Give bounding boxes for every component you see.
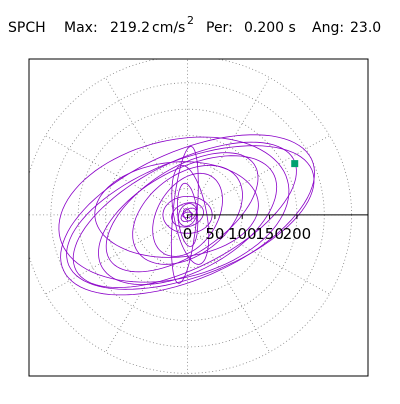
- x-tick-label-100: 100: [228, 225, 257, 243]
- x-tick-label-150: 150: [255, 225, 284, 243]
- x-tick-label-50: 50: [205, 225, 224, 243]
- orbit-loop-9: [171, 165, 210, 265]
- orbit-loop-12: [162, 196, 213, 234]
- plot-header: SPCH Max: 219.2 cm/s 2 Per: 0.200 s Ang:…: [0, 14, 400, 40]
- angle-value: 23.0: [350, 20, 382, 36]
- grid-spoke-150: [45, 135, 188, 216]
- orbit-loop-0: [60, 134, 315, 296]
- orbit-loop-5: [105, 152, 259, 273]
- grid-spoke-330: [187, 214, 330, 295]
- orbit-loop-16: [182, 208, 193, 222]
- marker-layer: [291, 160, 299, 168]
- orbit-loop-17: [182, 211, 193, 218]
- orbit-loop-1: [66, 145, 315, 290]
- orbit-loop-10: [177, 182, 199, 247]
- orbit-loop-3: [58, 136, 290, 283]
- grid-spoke-300: [187, 214, 270, 353]
- orbit-loop-2: [72, 141, 297, 289]
- max-value: 219.2: [110, 20, 151, 36]
- orbit-loop-8: [152, 172, 223, 257]
- max-unit-base: cm/s: [152, 20, 186, 36]
- grid-spoke-60: [187, 77, 270, 216]
- orbit-loop-14: [178, 203, 198, 227]
- max-unit-exponent: 2: [187, 14, 194, 27]
- orbit-loop-11: [170, 146, 199, 284]
- period-value: 0.200 s: [244, 20, 296, 36]
- plot-frame: [28, 58, 369, 377]
- grid-spoke-30: [187, 135, 330, 216]
- grid-spoke-120: [105, 77, 188, 216]
- grid-spoke-240: [105, 214, 188, 353]
- orbit-loop-6: [94, 161, 259, 258]
- x-tick-label-200: 200: [283, 225, 312, 243]
- orbit-loop-15: [180, 207, 197, 222]
- angle-label: Ang:: [312, 20, 345, 36]
- period-label: Per:: [206, 20, 233, 36]
- max-label: Max:: [64, 20, 98, 36]
- orbit-trace: [58, 134, 315, 296]
- x-tick-label-0: 0: [183, 225, 193, 243]
- orbit-loop-13: [171, 202, 204, 228]
- station-code: SPCH: [8, 20, 46, 36]
- max-point-marker: [291, 160, 299, 168]
- grid-spoke-210: [45, 214, 188, 295]
- orbit-loop-4: [98, 155, 278, 285]
